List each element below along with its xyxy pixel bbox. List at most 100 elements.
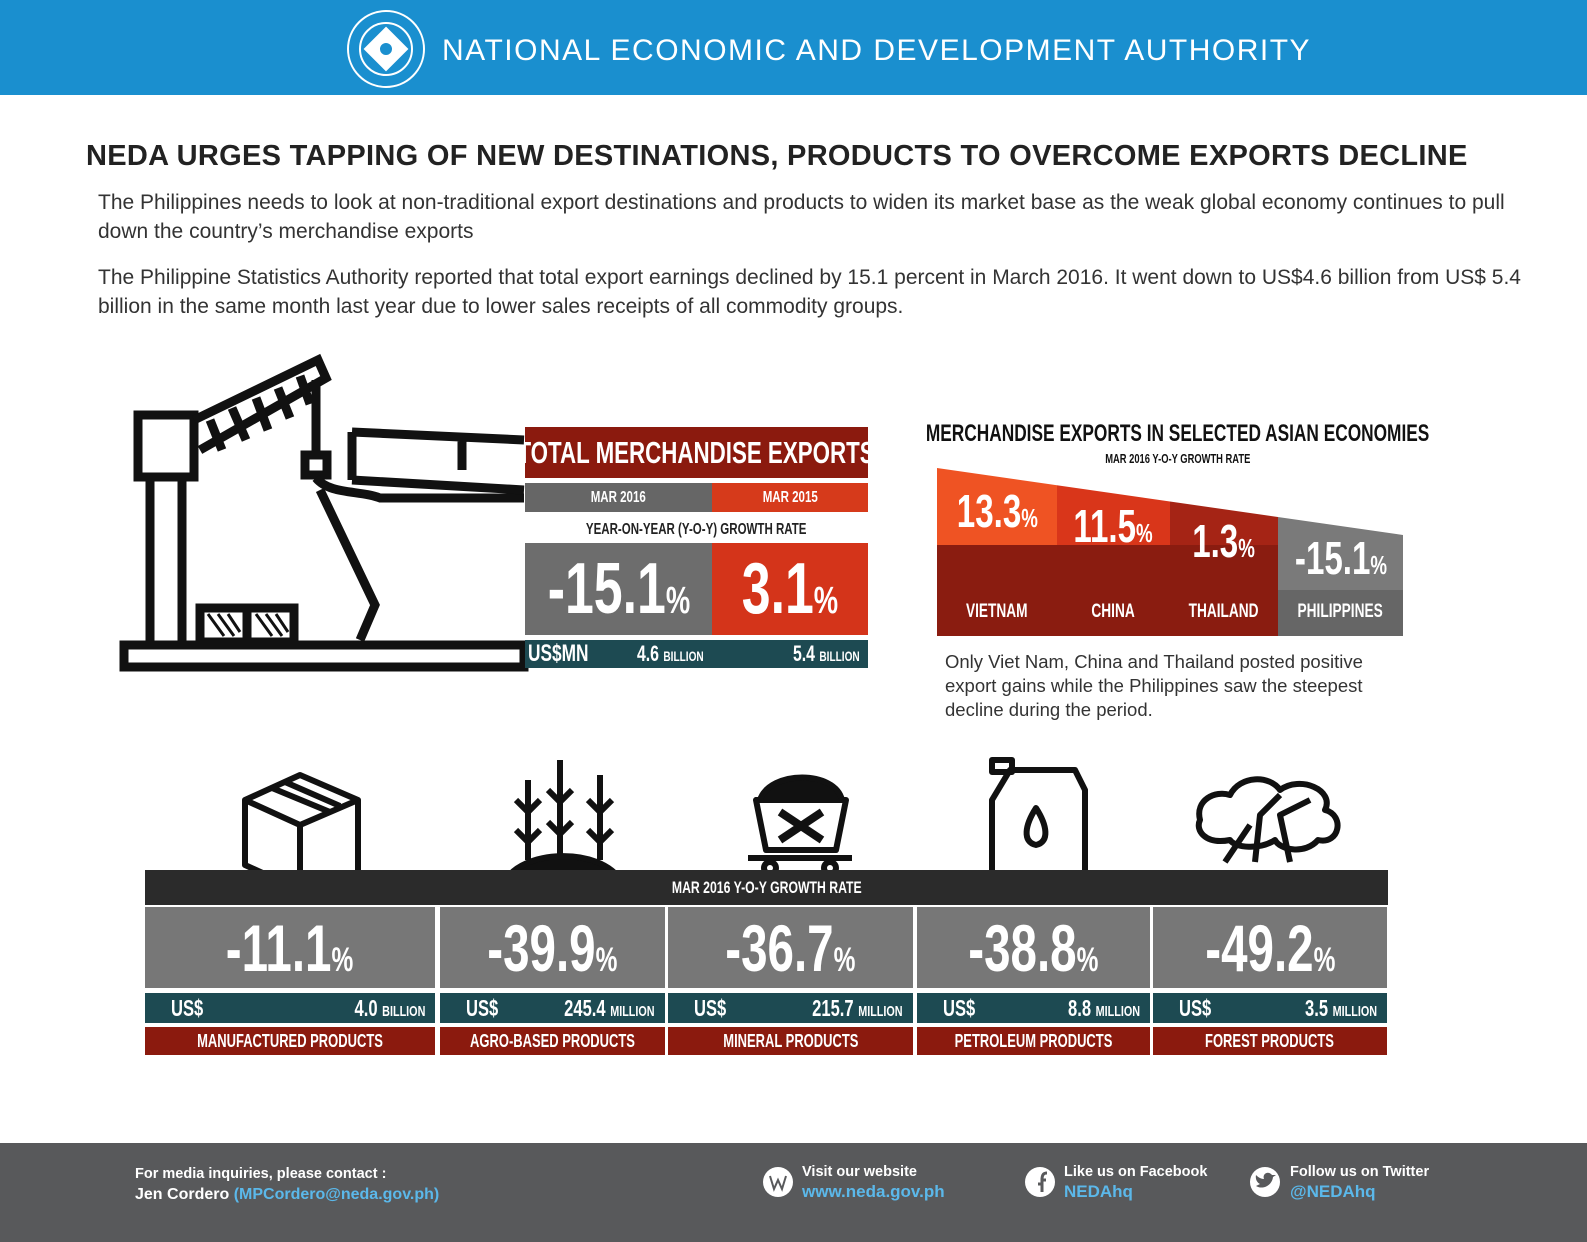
rate-value: 11.5: [1073, 499, 1137, 552]
rate: -39.9%: [487, 910, 617, 986]
amount-value: 4.0: [354, 994, 378, 1021]
paragraph: The Philippines needs to look at non-tra…: [98, 191, 1505, 243]
footer-icons: [763, 1167, 1280, 1197]
amount-scale: MILLION: [1095, 1002, 1140, 1020]
crane-illustration: [119, 353, 529, 672]
amount-box: 4.6 BILLION: [525, 640, 712, 668]
rate-unit: %: [595, 940, 618, 979]
products-label: MAR 2016 Y-O-Y GROWTH RATE: [671, 877, 862, 897]
amount-box: US$ 215.7 MILLION: [668, 993, 913, 1023]
rate: -15.1%: [1294, 531, 1386, 585]
rate: 13.3%: [956, 484, 1037, 538]
amount-value: 3.5: [1304, 994, 1329, 1021]
currency: US$: [466, 994, 499, 1021]
total-title-box: TOTAL MERCHANDISE EXPORTS: [525, 427, 868, 478]
rate-value: -39.9: [487, 910, 596, 985]
currency-box: US$MN: [528, 640, 612, 668]
economy-name-box: PHILIPPINES: [1278, 598, 1403, 626]
rate-box: 1.3%: [1170, 513, 1278, 568]
amount-value: 4.6: [637, 641, 660, 666]
rate-value: -38.8: [968, 910, 1077, 985]
rate-unit: %: [1313, 940, 1336, 979]
band-bottom: [1170, 570, 1278, 580]
economy-name-box: VIETNAM: [937, 598, 1057, 626]
asian-note: Only Viet Nam, China and Thailand posted…: [945, 651, 1363, 720]
contact-email[interactable]: (MPCordero@neda.gov.ph): [233, 1186, 440, 1203]
economy-name: CHINA: [1091, 601, 1136, 622]
product-name: MINERAL PRODUCTS: [722, 1030, 859, 1051]
headline: NEDA URGES TAPPING OF NEW DESTINATIONS, …: [86, 140, 1468, 172]
rate-box: 3.1%: [712, 543, 868, 635]
rate-value: -15.1: [1294, 531, 1370, 584]
rate: 11.5%: [1074, 499, 1153, 553]
amount-box: US$ 245.4 MILLION: [440, 993, 665, 1023]
rate-unit: %: [1369, 549, 1387, 580]
rate: -49.2%: [1205, 910, 1335, 986]
period-box: MAR 2016: [525, 483, 712, 512]
amount: 4.6 BILLION: [637, 641, 704, 667]
rate-value: -15.1: [547, 549, 666, 629]
footer-bar: [0, 1143, 1587, 1242]
rate-box: -15.1%: [1278, 530, 1403, 585]
rate-value: -49.2: [1204, 910, 1314, 985]
paragraph: The Philippine Statistics Authority repo…: [98, 266, 1521, 318]
rate-box: -38.8%: [917, 907, 1150, 988]
product-name-box: FOREST PRODUCTS: [1153, 1027, 1387, 1055]
currency: US$: [943, 994, 976, 1021]
products-label-box: MAR 2016 Y-O-Y GROWTH RATE: [145, 870, 1388, 905]
total-title: TOTAL MERCHANDISE EXPORTS: [525, 434, 868, 470]
band-philippines: [1278, 590, 1403, 636]
rate: -38.8%: [968, 910, 1098, 986]
economy-name-box: CHINA: [1057, 598, 1170, 626]
currency: US$: [171, 994, 204, 1021]
currency: US$: [1179, 994, 1212, 1021]
amount-box: US$ 4.0 BILLION: [145, 993, 435, 1023]
rate-value: 13.3: [956, 484, 1021, 537]
rate: -11.1%: [226, 910, 353, 986]
amount-scale: BILLION: [381, 1002, 425, 1020]
currency: US$: [694, 994, 727, 1021]
link-value[interactable]: www.neda.gov.ph: [802, 1182, 945, 1201]
amount: 3.5 MILLION: [1305, 995, 1377, 1022]
rate-value: -36.7: [725, 910, 834, 985]
link-value[interactable]: NEDAhq: [1064, 1182, 1133, 1201]
rate-value: 3.1: [741, 549, 814, 629]
product-name-box: MANUFACTURED PRODUCTS: [145, 1027, 435, 1055]
asian-subtitle: MAR 2016 Y-O-Y GROWTH RATE: [1104, 450, 1251, 466]
period: MAR 2016: [590, 488, 647, 506]
rate-box: -15.1%: [525, 543, 712, 635]
amount-box: US$ 8.8 MILLION: [917, 993, 1150, 1023]
rate-unit: %: [813, 580, 839, 622]
rate-unit: %: [665, 580, 690, 622]
contact-name: Jen Cordero: [135, 1186, 230, 1203]
rate-unit: %: [1238, 532, 1256, 563]
seal: [347, 10, 425, 88]
amount-value: 245.4: [564, 994, 607, 1021]
product-name-box: PETROLEUM PRODUCTS: [917, 1027, 1150, 1055]
rate: 1.3%: [1193, 514, 1256, 568]
amount-value: 215.7: [812, 994, 855, 1021]
amount-scale: MILLION: [1332, 1002, 1377, 1020]
product-name-box: AGRO-BASED PRODUCTS: [440, 1027, 665, 1055]
economy-name: THAILAND: [1189, 601, 1259, 622]
rate-box: 13.3%: [937, 483, 1057, 538]
amount-scale: MILLION: [858, 1002, 903, 1020]
currency: US$MN: [528, 640, 589, 667]
rate-unit: %: [833, 940, 856, 979]
amount-value: 8.8: [1067, 994, 1092, 1021]
contact-label: For media inquiries, please contact :: [135, 1166, 387, 1182]
link-value[interactable]: @NEDAhq: [1290, 1182, 1376, 1201]
amount-box: 5.4 BILLION: [712, 640, 868, 668]
rate-value: -11.1: [226, 910, 332, 985]
economy-name: PHILIPPINES: [1297, 601, 1384, 622]
rate-box: -36.7%: [668, 907, 913, 988]
economy-name-box: THAILAND: [1170, 598, 1278, 626]
products-band: [145, 870, 1388, 905]
rate-box: 11.5%: [1057, 498, 1170, 553]
rate-unit: %: [331, 940, 354, 979]
rate-box: -11.1%: [145, 907, 435, 988]
amount: 4.0 BILLION: [354, 995, 425, 1022]
product-name: MANUFACTURED PRODUCTS: [197, 1030, 383, 1051]
